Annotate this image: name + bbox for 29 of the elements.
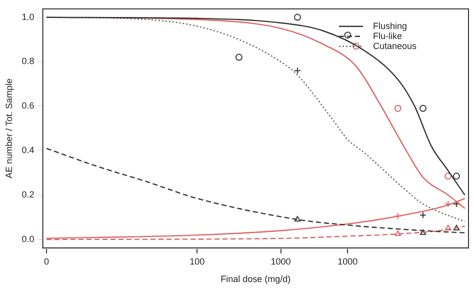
y-tick-label: 0.6 (22, 100, 34, 111)
point (394, 230, 401, 236)
y-axis-title: AE number / Tot. Sample (4, 78, 14, 178)
point (352, 42, 360, 50)
point (444, 172, 452, 180)
x-axis-title: Final dose (mg/d) (220, 274, 291, 284)
y-tick-label: 0.2 (22, 190, 34, 200)
legend-label: Flu-like (373, 30, 402, 41)
x-tick-label: 1000 (270, 256, 291, 266)
y-tick-label: 0.0 (22, 234, 34, 244)
point (453, 224, 460, 230)
point (294, 216, 301, 222)
x-tick-label: 100 (190, 256, 205, 266)
y-tick-label: 0.4 (22, 145, 34, 156)
y-tick-label: 1.0 (22, 12, 34, 22)
line-series (46, 148, 466, 234)
point (452, 172, 460, 180)
x-tick-label: 0 (44, 256, 49, 266)
point (294, 14, 301, 21)
point (444, 224, 452, 230)
point (344, 32, 352, 39)
x-tick-label: 1000 (338, 256, 358, 266)
legend-label: Cutaneous (373, 40, 418, 51)
point (394, 104, 402, 112)
point (235, 54, 242, 61)
point (420, 229, 426, 235)
y-tick-label: 0.8 (22, 56, 34, 66)
legend-label: Flushing (373, 20, 408, 31)
point (419, 104, 426, 112)
